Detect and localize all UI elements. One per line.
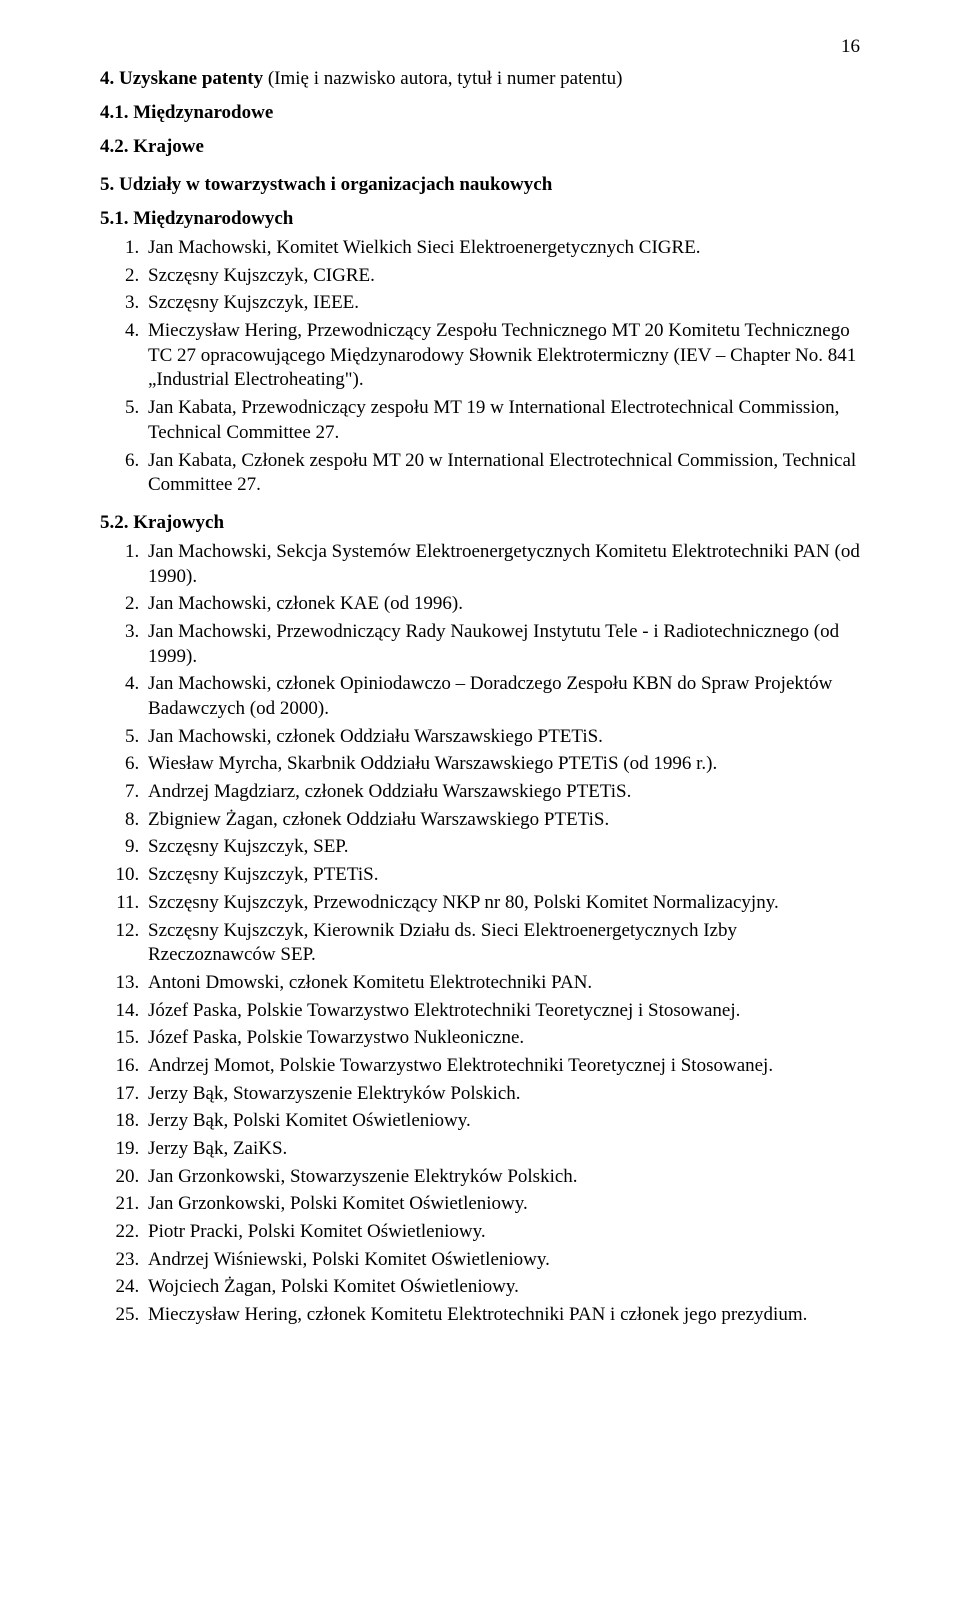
list-item: Józef Paska, Polskie Towarzystwo Elektro… (144, 999, 860, 1024)
list-item: Jan Kabata, Członek zespołu MT 20 w Inte… (144, 449, 860, 498)
heading-5-2: 5.2. Krajowych (100, 512, 860, 534)
list-item: Mieczysław Hering, Przewodniczący Zespoł… (144, 319, 860, 393)
list-item: Jan Machowski, członek Opiniodawczo – Do… (144, 672, 860, 721)
heading-4-2: 4.2. Krajowe (100, 136, 860, 158)
page: 16 4. Uzyskane patenty (Imię i nazwisko … (0, 0, 960, 1607)
list-item: Jan Machowski, Komitet Wielkich Sieci El… (144, 236, 860, 261)
heading-4-bold: 4. Uzyskane patenty (100, 68, 263, 89)
page-number: 16 (841, 36, 860, 58)
list-5-1: Jan Machowski, Komitet Wielkich Sieci El… (100, 236, 860, 498)
list-item: Andrzej Momot, Polskie Towarzystwo Elekt… (144, 1054, 860, 1079)
list-item: Andrzej Wiśniewski, Polski Komitet Oświe… (144, 1248, 860, 1273)
list-item: Jan Grzonkowski, Stowarzyszenie Elektryk… (144, 1165, 860, 1190)
list-item: Jan Machowski, członek Oddziału Warszaws… (144, 725, 860, 750)
list-item: Szczęsny Kujszczyk, PTETiS. (144, 863, 860, 888)
list-item: Szczęsny Kujszczyk, IEEE. (144, 291, 860, 316)
list-item: Mieczysław Hering, członek Komitetu Elek… (144, 1303, 860, 1328)
list-item: Andrzej Magdziarz, członek Oddziału Wars… (144, 780, 860, 805)
list-item: Antoni Dmowski, członek Komitetu Elektro… (144, 971, 860, 996)
list-item: Józef Paska, Polskie Towarzystwo Nukleon… (144, 1026, 860, 1051)
heading-4-paren: (Imię i nazwisko autora, tytuł i numer p… (268, 68, 623, 89)
list-item: Szczęsny Kujszczyk, Kierownik Działu ds.… (144, 919, 860, 968)
list-item: Jan Machowski, członek KAE (od 1996). (144, 592, 860, 617)
heading-5: 5. Udziały w towarzystwach i organizacja… (100, 174, 860, 196)
list-item: Jerzy Bąk, Polski Komitet Oświetleniowy. (144, 1109, 860, 1134)
heading-4: 4. Uzyskane patenty (Imię i nazwisko aut… (100, 68, 860, 90)
list-item: Piotr Pracki, Polski Komitet Oświetlenio… (144, 1220, 860, 1245)
list-item: Jan Grzonkowski, Polski Komitet Oświetle… (144, 1192, 860, 1217)
heading-5-1: 5.1. Międzynarodowych (100, 208, 860, 230)
list-5-2: Jan Machowski, Sekcja Systemów Elektroen… (100, 540, 860, 1328)
list-item: Szczęsny Kujszczyk, CIGRE. (144, 264, 860, 289)
list-item: Jan Machowski, Sekcja Systemów Elektroen… (144, 540, 860, 589)
list-item: Jerzy Bąk, Stowarzyszenie Elektryków Pol… (144, 1082, 860, 1107)
list-item: Jan Kabata, Przewodniczący zespołu MT 19… (144, 396, 860, 445)
list-item: Szczęsny Kujszczyk, Przewodniczący NKP n… (144, 891, 860, 916)
list-item: Jan Machowski, Przewodniczący Rady Nauko… (144, 620, 860, 669)
heading-4-1: 4.1. Międzynarodowe (100, 102, 860, 124)
list-item: Zbigniew Żagan, członek Oddziału Warszaw… (144, 808, 860, 833)
list-item: Szczęsny Kujszczyk, SEP. (144, 835, 860, 860)
list-item: Wiesław Myrcha, Skarbnik Oddziału Warsza… (144, 752, 860, 777)
list-item: Wojciech Żagan, Polski Komitet Oświetlen… (144, 1275, 860, 1300)
list-item: Jerzy Bąk, ZaiKS. (144, 1137, 860, 1162)
